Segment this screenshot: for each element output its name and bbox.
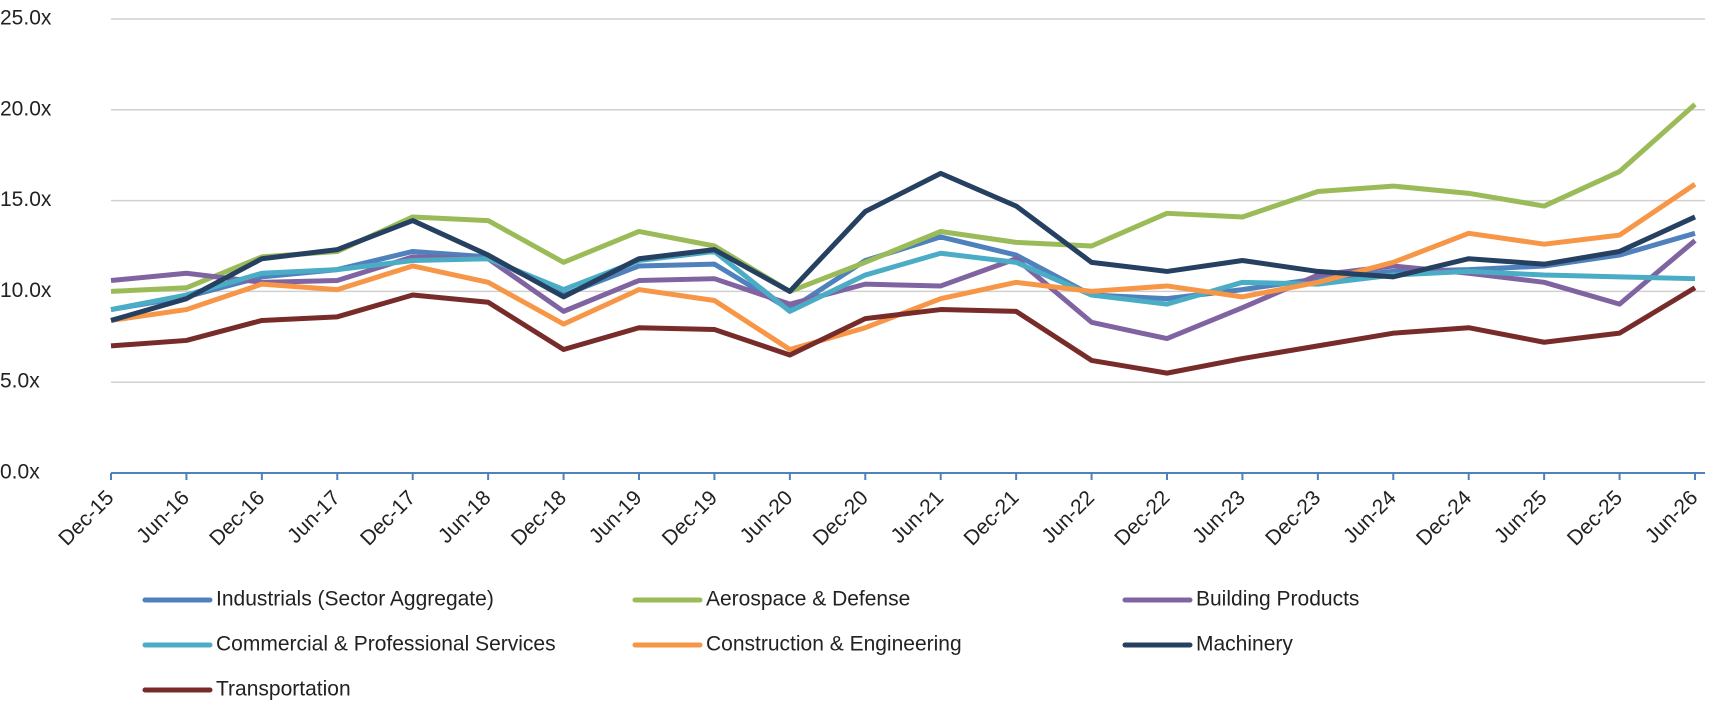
x-tick-label: Dec-23 [1261,486,1325,550]
x-tick-label: Dec-21 [959,486,1023,550]
legend-label: Machinery [1196,633,1293,656]
x-tick-label: Dec-24 [1412,486,1476,550]
y-tick-label: 20.0x [0,97,52,120]
x-tick-label: Jun-24 [1339,486,1401,548]
series-line [110,248,1696,314]
legend-label: Commercial & Professional Services [216,633,556,656]
series-line [110,238,1697,342]
x-tick-label: Jun-25 [1490,486,1552,548]
legend-label: Industrials (Sector Aggregate) [216,588,494,611]
x-tick-label: Dec-17 [356,486,420,550]
legend-label: Construction & Engineering [706,633,962,656]
x-tick-label: Jun-23 [1188,486,1250,548]
legend-label: Building Products [1196,588,1359,611]
x-tick-label: Dec-15 [54,486,118,550]
x-tick-label: Dec-18 [507,486,571,550]
legend-label: Aerospace & Defense [706,588,910,611]
y-tick-label: 0.0x [0,461,40,484]
x-tick-label: Jun-21 [886,486,948,548]
y-tick-label: 10.0x [0,279,52,302]
x-tick-label: Dec-22 [1110,486,1174,550]
x-tick-label: Jun-26 [1641,486,1703,548]
x-tick-label: Dec-25 [1563,486,1627,550]
x-tick-label: Dec-20 [809,486,873,550]
x-tick-label: Jun-22 [1037,486,1099,548]
legend-label: Transportation [216,678,351,701]
series-line [110,285,1697,376]
x-tick-label: Dec-19 [658,486,722,550]
y-tick-label: 25.0x [0,7,52,30]
x-tick-label: Jun-19 [585,486,647,548]
x-tick-label: Jun-16 [132,486,194,548]
x-tick-label: Jun-17 [283,486,345,548]
x-tick-label: Jun-18 [434,486,496,548]
x-tick-label: Jun-20 [736,486,798,548]
series-line [110,170,1697,323]
y-tick-label: 5.0x [0,370,40,393]
y-tick-label: 15.0x [0,188,52,211]
x-tick-label: Dec-16 [205,486,269,550]
